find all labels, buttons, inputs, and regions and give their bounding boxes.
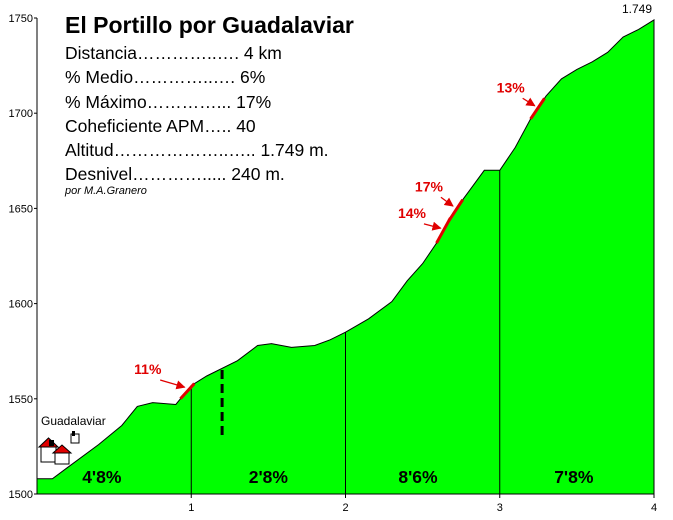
x-tick-label: 2: [342, 502, 348, 514]
route-info-block: El Portillo por Guadalaviar Distancia…………: [65, 12, 354, 197]
steep-section-highlight: [529, 97, 546, 120]
y-tick-label: 1750: [9, 13, 33, 25]
mean-gradient-row: % Medio…………..…. 6%: [65, 67, 266, 88]
y-tick-label: 1700: [9, 108, 33, 120]
y-tick-label: 1600: [9, 299, 33, 311]
callout-arrow: [522, 97, 536, 107]
segment-gradient-label: 2'8%: [249, 467, 289, 487]
segment-gradient-label: 8'6%: [398, 467, 438, 487]
x-tick-label: 4: [651, 502, 657, 514]
callout-arrow: [159, 379, 186, 390]
peak-altitude-label: 1.749: [622, 2, 652, 16]
gradient-callout-label: 13%: [497, 79, 526, 95]
distance-row: Distancia…………..…. 4 km: [65, 43, 282, 63]
elevation-gain-row: Desnivel…………..... 240 m.: [65, 164, 285, 185]
steep-section-highlight: [447, 198, 464, 222]
steep-section-highlight: [435, 217, 452, 244]
gradient-callout-label: 11%: [134, 361, 162, 377]
max-gradient-row: % Máximo…………... 17%: [65, 91, 272, 112]
place-label: Guadalaviar: [41, 414, 106, 428]
apm-coefficient-row: Coheficiente APM….. 40: [65, 115, 256, 136]
gradient-callout-label: 14%: [398, 205, 427, 221]
altitude-row: Altitud………………..….. 1.749 m.: [65, 140, 329, 161]
callout-arrow: [423, 221, 442, 231]
y-tick-label: 1500: [9, 489, 33, 501]
gradient-callout-label: 17%: [415, 178, 444, 194]
village-icon: [37, 431, 80, 465]
x-tick-label: 3: [497, 502, 503, 514]
segment-gradient-label: 7'8%: [554, 467, 594, 487]
y-tick-label: 1550: [9, 394, 33, 406]
segment-gradient-label: 4'8%: [82, 467, 122, 487]
author-credit: por M.A.Granero: [65, 184, 147, 197]
x-tick-label: 1: [188, 502, 194, 514]
callout-arrow: [440, 196, 454, 207]
steep-section-highlight: [179, 382, 196, 400]
route-title: El Portillo por Guadalaviar: [65, 12, 354, 38]
y-tick-label: 1650: [9, 203, 33, 215]
